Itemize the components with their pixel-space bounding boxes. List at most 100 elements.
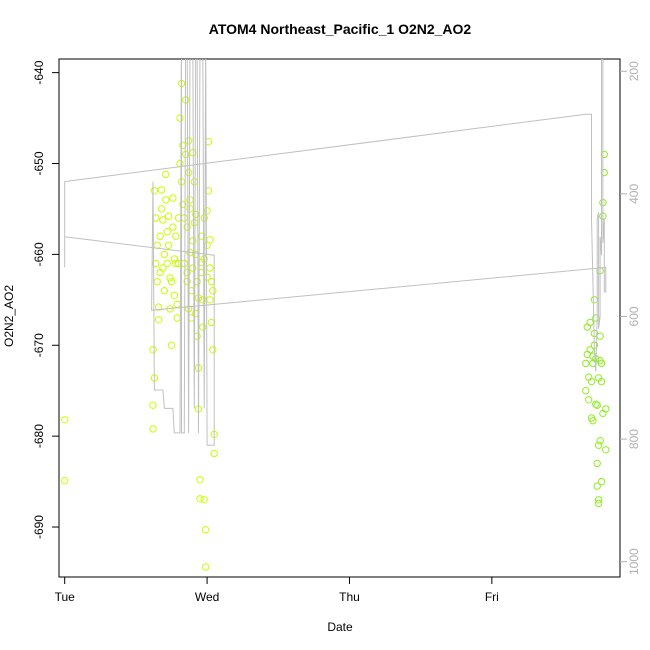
y-tick-label: -650 [32, 151, 46, 175]
data-point [169, 223, 177, 231]
data-point [586, 318, 594, 327]
data-point [157, 205, 166, 213]
data-point [183, 268, 191, 277]
data-point [160, 250, 169, 259]
data-point [160, 287, 169, 295]
y2-tick-label: 800 [627, 429, 641, 449]
data-point [167, 341, 176, 349]
data-point [202, 526, 210, 534]
data-point [592, 400, 600, 408]
data-point [183, 277, 191, 286]
y-tick-label: -690 [32, 515, 46, 539]
data-point [590, 296, 599, 304]
data-point [184, 168, 193, 177]
data-point [179, 141, 187, 150]
data-point [593, 459, 601, 468]
y2-tick-label: 1000 [627, 548, 641, 575]
data-point [582, 359, 590, 368]
data-point [210, 449, 218, 458]
data-point [172, 232, 180, 240]
data-point [169, 194, 177, 202]
data-point [156, 232, 164, 240]
data-point [199, 296, 207, 304]
y-tick-label: -670 [32, 333, 46, 357]
data-point [149, 401, 157, 409]
data-point [200, 214, 208, 222]
data-point [184, 137, 193, 145]
data-point [599, 409, 607, 418]
data-point [600, 150, 608, 159]
data-point [594, 441, 603, 449]
data-point [172, 259, 180, 268]
data-point [209, 346, 217, 354]
data-point [149, 425, 157, 433]
data-point [167, 277, 176, 286]
data-point [163, 259, 171, 268]
data-point [162, 196, 170, 204]
data-point [196, 495, 204, 503]
data-point [159, 264, 167, 272]
data-point [593, 401, 601, 409]
data-point [593, 482, 601, 490]
data-point [587, 377, 596, 386]
data-point [179, 200, 187, 209]
data-point [166, 274, 174, 282]
data-point [190, 178, 199, 186]
y-tick-label: -660 [32, 242, 46, 266]
data-point [176, 159, 184, 168]
data-point [150, 187, 159, 195]
data-point [200, 496, 208, 504]
data-point [594, 374, 603, 382]
plot-area: Tue Wed Thu Fri -690 -680 -670 -660 -650 -640 200 4… [32, 58, 641, 604]
data-point [190, 218, 199, 227]
data-point [155, 316, 163, 324]
data-point [164, 212, 173, 220]
y-tick-label: -680 [32, 424, 46, 448]
data-point [206, 264, 214, 272]
series-line-depth [64, 59, 607, 446]
y-axis-label: O2N2_AO2 [2, 285, 16, 347]
plot-frame [58, 58, 621, 578]
data-point [155, 303, 163, 311]
data-point [153, 277, 161, 286]
data-point [60, 416, 69, 424]
data-point [596, 357, 604, 365]
y2-tick-label: 600 [627, 306, 641, 326]
chart-title: ATOM4 Northeast_Pacific_1 O2N2_AO2 [209, 21, 472, 37]
data-point [602, 446, 610, 454]
data-point [183, 223, 191, 231]
data-point [173, 314, 181, 322]
data-point [157, 186, 166, 194]
data-point [196, 476, 204, 484]
data-point [149, 346, 157, 354]
data-point [176, 114, 184, 122]
data-point [206, 296, 214, 304]
data-point [170, 291, 179, 299]
data-point [594, 496, 603, 504]
data-point [164, 241, 173, 250]
data-point [597, 477, 606, 486]
data-point [202, 563, 210, 571]
data-point [173, 300, 181, 309]
x-tick-label: Wed [195, 590, 219, 604]
data-point [159, 216, 167, 224]
y-tick-label: -640 [32, 60, 46, 84]
data-point [60, 477, 69, 485]
data-point [582, 387, 590, 395]
x-axis-label: Date [327, 620, 353, 634]
data-point [199, 323, 207, 331]
data-point [209, 287, 217, 295]
x-tick-label: Thu [339, 590, 360, 604]
y2-tick-label: 200 [627, 61, 641, 81]
data-point [594, 499, 603, 508]
data-point [163, 228, 171, 236]
data-point [586, 346, 594, 354]
x-tick-label: Fri [485, 590, 499, 604]
data-point [585, 396, 593, 404]
data-point [589, 417, 597, 425]
data-point [162, 170, 170, 179]
data-point [600, 168, 608, 177]
x-tick-label: Tue [55, 590, 76, 604]
data-point [206, 236, 214, 244]
